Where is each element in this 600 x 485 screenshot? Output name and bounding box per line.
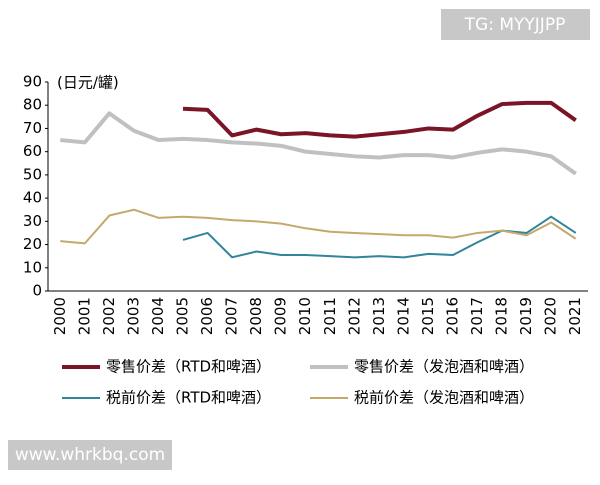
x-tick-label: 2001 (75, 297, 93, 335)
y-tick-label: 30 (23, 212, 42, 230)
legend-label: 税前价差（发泡酒和啤酒） (354, 389, 534, 407)
x-tick-label: 2010 (296, 297, 314, 335)
x-tick-label: 2007 (223, 297, 241, 335)
y-tick-label: 40 (23, 189, 42, 207)
y-axis-label: (日元/罐) (57, 74, 119, 92)
watermark-box (8, 440, 172, 470)
legend-label: 零售价差（发泡酒和啤酒） (354, 358, 534, 376)
y-tick-label: 10 (23, 258, 42, 276)
y-tick-label: 0 (32, 282, 42, 300)
x-tick-label: 2009 (272, 297, 290, 335)
y-tick-label: 70 (23, 119, 42, 137)
watermark: TG: MYYJJPP (464, 15, 566, 35)
x-tick-label: 2002 (100, 297, 118, 335)
y-tick-label: 50 (23, 165, 42, 183)
x-tick-label: 2014 (394, 297, 412, 335)
x-tick-label: 2019 (517, 297, 535, 335)
x-tick-label: 2016 (444, 297, 462, 335)
y-tick-label: 60 (23, 142, 42, 160)
x-tick-label: 2013 (370, 297, 388, 335)
x-tick-label: 2012 (345, 297, 363, 335)
series-line (60, 111, 577, 176)
x-tick-label: 2018 (493, 297, 511, 335)
watermark-box (441, 9, 590, 40)
series-line (182, 215, 577, 259)
x-tick-label: 2008 (247, 297, 265, 335)
x-tick-label: 2015 (419, 297, 437, 335)
y-tick-label: 90 (23, 73, 42, 91)
x-tick-label: 2005 (174, 297, 192, 335)
x-tick-label: 2017 (468, 297, 486, 335)
x-tick-label: 2006 (198, 297, 216, 335)
x-tick-label: 2021 (566, 297, 584, 335)
x-tick-label: 2004 (149, 297, 167, 335)
legend-label: 零售价差（RTD和啤酒） (106, 358, 271, 376)
series-line (182, 100, 577, 139)
x-tick-label: 2011 (321, 297, 339, 335)
x-tick-label: 2020 (542, 297, 560, 335)
series-line (60, 208, 577, 245)
legend-label: 税前价差（RTD和啤酒） (106, 389, 271, 407)
watermark: www.whrkbq.com (15, 445, 165, 465)
y-tick-label: 80 (23, 96, 42, 114)
x-tick-label: 2003 (124, 297, 142, 335)
x-tick-label: 2000 (51, 297, 69, 335)
y-tick-label: 20 (23, 235, 42, 253)
